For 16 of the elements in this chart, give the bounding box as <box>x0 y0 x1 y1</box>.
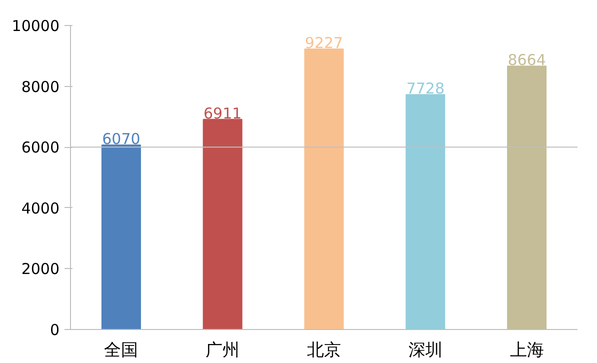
x-tick-label: 广州 <box>206 340 240 360</box>
data-label: 6911 <box>204 104 242 122</box>
y-tick-label: 8000 <box>21 78 60 96</box>
data-label: 8664 <box>508 51 546 70</box>
x-tick-label: 北京 <box>307 340 341 360</box>
x-tick-label: 上海 <box>510 340 544 360</box>
y-tick-label: 0 <box>50 321 60 339</box>
y-tick-label: 10000 <box>12 17 60 35</box>
x-tick-label: 深圳 <box>408 340 442 360</box>
y-tick-label: 2000 <box>21 260 60 278</box>
data-label: 9227 <box>304 34 344 52</box>
y-tick-label: 4000 <box>21 199 60 218</box>
y-tick-label: 6000 <box>21 138 60 157</box>
x-tick-label: 全国 <box>104 340 138 360</box>
data-label: 7728 <box>406 80 444 98</box>
data-label: 6070 <box>102 130 140 148</box>
